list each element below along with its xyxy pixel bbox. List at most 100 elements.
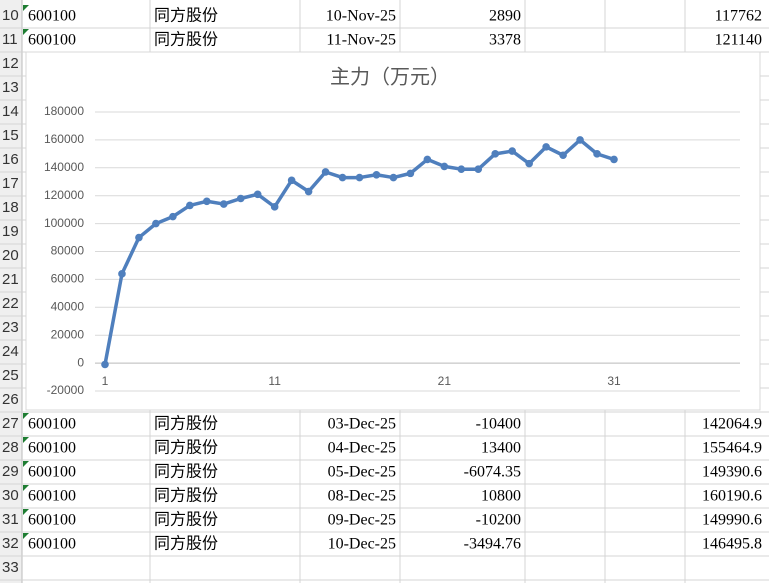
data-point [542,143,550,151]
row-number: 14 [2,103,19,120]
data-point [118,270,126,278]
data-point [372,170,381,179]
data-point [457,165,466,173]
row-number: 13 [2,79,19,96]
cell-change: 10800 [481,488,521,505]
row-number: 17 [2,175,19,192]
cell-change: -10200 [476,512,521,529]
cell-change: -3494.76 [464,536,521,553]
cell-name: 同方股份 [154,7,218,25]
data-point [203,197,211,206]
cell-change: 2890 [489,8,521,25]
cell-total: 121140 [715,32,762,49]
x-tick-label: 21 [438,374,452,388]
chart-area [25,51,761,411]
y-tick-label: 100000 [44,216,84,230]
cell-date: 10-Dec-25 [328,536,396,553]
cell-name: 同方股份 [154,439,218,457]
cell-name: 同方股份 [154,463,218,481]
cell-total: 117762 [715,8,762,25]
data-point [525,159,533,168]
data-point [440,162,449,171]
cell-total: 160190.6 [702,488,762,505]
data-point [559,151,567,160]
y-tick-label: 60000 [51,272,85,286]
cell-name: 同方股份 [154,415,218,433]
row-number: 25 [2,367,19,384]
row-number: 11 [2,31,18,48]
data-point [152,219,160,228]
row-number: 20 [2,247,19,264]
error-indicator [23,413,29,419]
data-point [406,169,415,178]
cell-total: 155464.9 [702,440,762,457]
cell-total: 149990.6 [702,512,762,529]
data-point [169,212,177,221]
row-number: 27 [2,415,19,432]
data-point [508,147,516,155]
row-number: 23 [2,319,19,336]
data-point [423,155,432,164]
error-indicator [23,509,29,515]
data-point [236,194,245,203]
data-point [270,203,279,211]
row-number: 21 [2,271,19,288]
row-number: 12 [2,55,19,72]
y-tick-label: 40000 [51,299,85,313]
cell-code: 600100 [28,464,76,481]
row-number: 29 [2,463,19,480]
x-tick-label: 31 [607,374,621,388]
data-point [101,360,109,369]
row-number: 19 [2,223,19,240]
y-tick-label: -20000 [47,383,85,397]
cell-change: 13400 [481,440,521,457]
y-tick-label: 160000 [44,132,84,146]
data-point [355,173,364,182]
cell-total: 142064.9 [702,416,762,433]
cell-name: 同方股份 [154,487,218,505]
row-number: 33 [2,559,19,576]
y-tick-label: 0 [77,355,84,369]
row-number: 31 [2,511,19,528]
y-tick-label: 180000 [44,104,84,118]
y-tick-label: 120000 [44,188,84,202]
error-indicator [23,437,29,443]
cell-name: 同方股份 [154,31,218,49]
data-point [389,173,398,182]
cell-total: 146495.8 [702,536,762,553]
y-tick-label: 20000 [51,327,85,341]
cell-name: 同方股份 [154,535,218,553]
cell-date: 09-Dec-25 [328,512,396,529]
error-indicator [23,461,29,467]
row-number: 24 [2,343,19,360]
data-point [304,187,313,196]
data-point [610,155,618,164]
cell-code: 600100 [28,512,76,529]
error-indicator [23,485,29,491]
data-point [219,200,228,208]
error-indicator [23,29,29,35]
data-point [135,233,143,242]
cell-code: 600100 [28,416,76,433]
cell-change: -6074.35 [464,464,521,481]
row-number: 26 [2,391,19,408]
cell-code: 600100 [28,488,76,505]
cell-code: 600100 [28,440,76,457]
x-tick-label: 1 [102,374,109,388]
data-point [474,165,483,173]
data-point [186,201,194,210]
row-number: 32 [2,535,19,552]
data-point [287,176,296,185]
cell-total: 149390.6 [702,464,762,481]
row-number: 15 [2,127,19,144]
data-point [253,190,262,199]
cell-date: 10-Nov-25 [326,8,396,25]
data-point [491,150,500,158]
cell-date: 08-Dec-25 [328,488,396,505]
row-number: 10 [2,7,19,24]
cell-date: 11-Nov-25 [326,32,396,49]
cell-date: 04-Dec-25 [328,440,396,457]
y-tick-label: 80000 [51,244,85,258]
cell-change: -10400 [476,416,521,433]
